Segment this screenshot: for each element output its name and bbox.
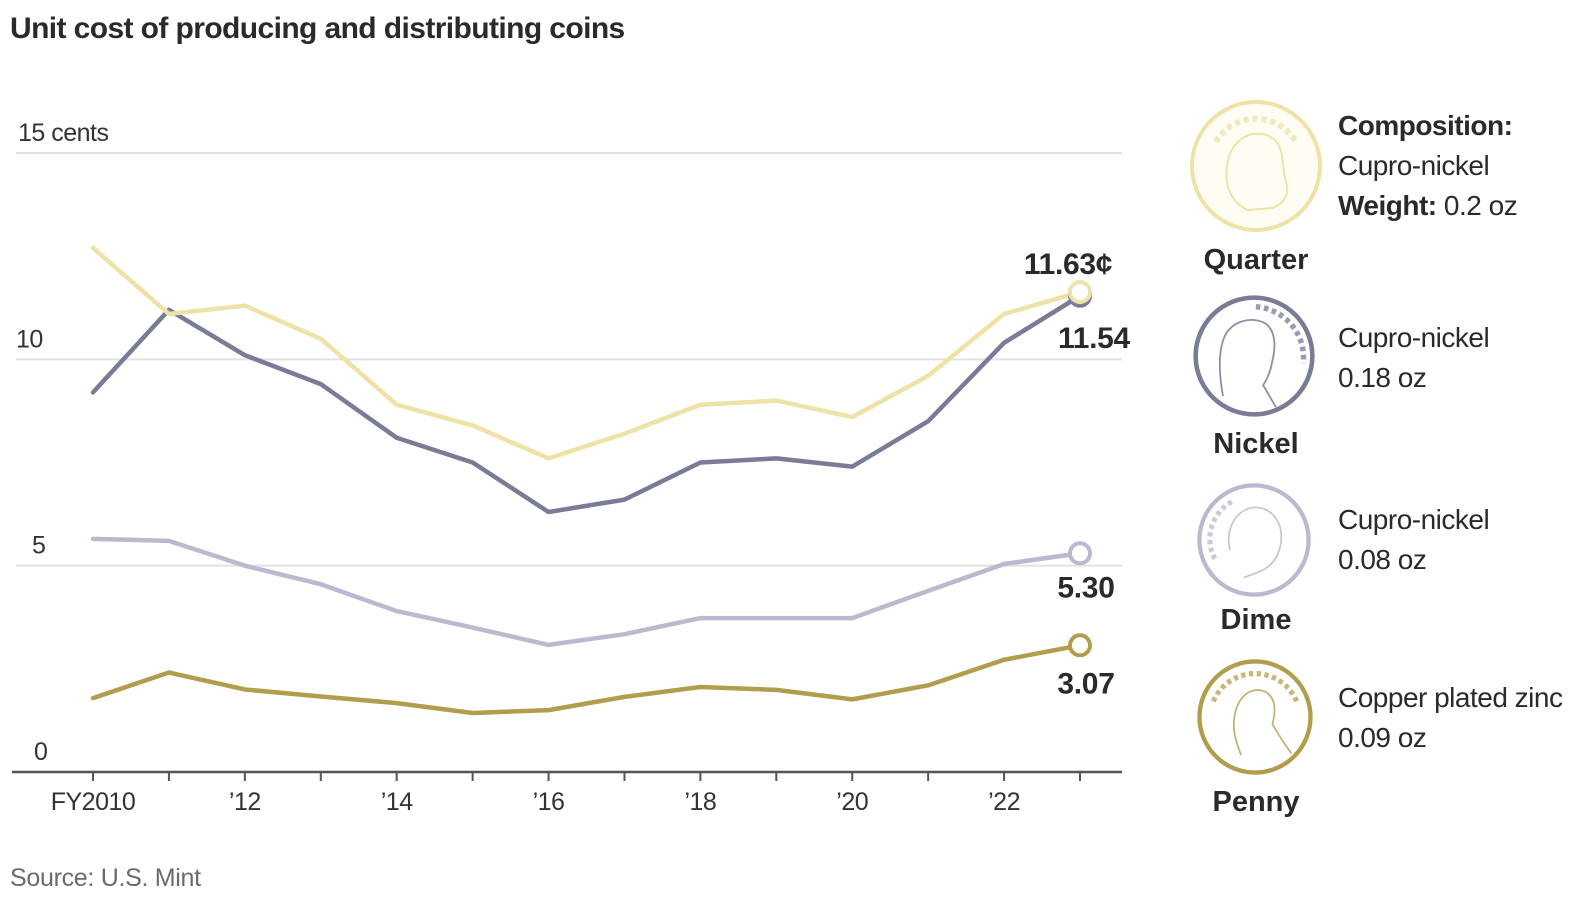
- composition-label: Composition:: [1338, 110, 1513, 141]
- end-labels: 11.63¢ 11.54 5.30 3.07: [1024, 248, 1131, 700]
- legend-label-nickel: Nickel: [1213, 428, 1299, 460]
- y-tick-label: 10: [16, 325, 43, 353]
- x-tick-label: ’12: [229, 788, 261, 816]
- weight-label: Weight:: [1338, 190, 1437, 221]
- gridlines: [16, 152, 1122, 567]
- weight-value: 0.09 oz: [1338, 722, 1427, 753]
- x-tick-label: ’16: [533, 788, 565, 816]
- end-marker-dime: [1068, 541, 1092, 566]
- x-tick-label: ’18: [684, 788, 716, 816]
- end-label-penny: 3.07: [1057, 667, 1114, 700]
- end-label-nickel: 11.54: [1058, 322, 1131, 355]
- line-chart: 0 5 10 15 cents FY2010 ’12 ’14 ’16 ’18 ’20 ’22 11…: [12, 119, 1131, 816]
- dime-coin-icon: [1197, 483, 1311, 597]
- nickel-coin-icon: [1193, 295, 1315, 417]
- series-lines: [90, 245, 1083, 716]
- x-tick-label: ’22: [988, 788, 1020, 816]
- series-line-quarter: [90, 245, 1083, 461]
- composition-value: Cupro-nickel: [1338, 322, 1490, 353]
- chart-title: Unit cost of producing and distributing …: [10, 12, 625, 45]
- quarter-coin-icon: [1190, 100, 1322, 232]
- legend-info-quarter: Composition: Cupro-nickel Weight: 0.2 oz: [1338, 106, 1518, 226]
- y-tick-label: 0: [34, 738, 47, 766]
- legend-info-penny: Copper plated zinc 0.09 oz: [1338, 678, 1563, 758]
- x-axis: FY2010 ’12 ’14 ’16 ’18 ’20 ’22: [12, 770, 1122, 816]
- y-axis-ticks: 0 5 10 15 cents: [16, 119, 109, 766]
- legend-label-quarter: Quarter: [1203, 244, 1309, 276]
- legend-label-penny: Penny: [1212, 786, 1300, 818]
- series-line-nickel: [90, 293, 1083, 515]
- composition-value: Cupro-nickel: [1338, 504, 1490, 535]
- weight-value: 0.2 oz: [1443, 190, 1518, 221]
- end-label-dime: 5.30: [1057, 571, 1114, 604]
- composition-value: Cupro-nickel: [1338, 150, 1490, 181]
- source-note: Source: U.S. Mint: [10, 864, 201, 892]
- end-marker-quarter: [1068, 280, 1092, 305]
- y-tick-label: 5: [32, 532, 45, 560]
- end-marker-penny: [1068, 633, 1092, 658]
- series-line-dime: [90, 536, 1083, 648]
- penny-coin-icon: [1197, 659, 1313, 775]
- legend-info-dime: Cupro-nickel 0.08 oz: [1338, 500, 1490, 580]
- x-tick-label: ’20: [836, 788, 868, 816]
- y-tick-label: 15 cents: [18, 119, 109, 147]
- legend-info-nickel: Cupro-nickel 0.18 oz: [1338, 318, 1490, 398]
- legend-label-dime: Dime: [1220, 604, 1292, 636]
- weight-value: 0.18 oz: [1338, 362, 1427, 393]
- x-tick-label: FY2010: [51, 788, 136, 816]
- series-line-penny: [90, 643, 1083, 716]
- end-markers: [1068, 280, 1092, 658]
- x-tick-label: ’14: [381, 788, 413, 816]
- weight-value: 0.08 oz: [1338, 544, 1427, 575]
- end-label-quarter: 11.63¢: [1024, 248, 1112, 281]
- composition-value: Copper plated zinc: [1338, 682, 1563, 713]
